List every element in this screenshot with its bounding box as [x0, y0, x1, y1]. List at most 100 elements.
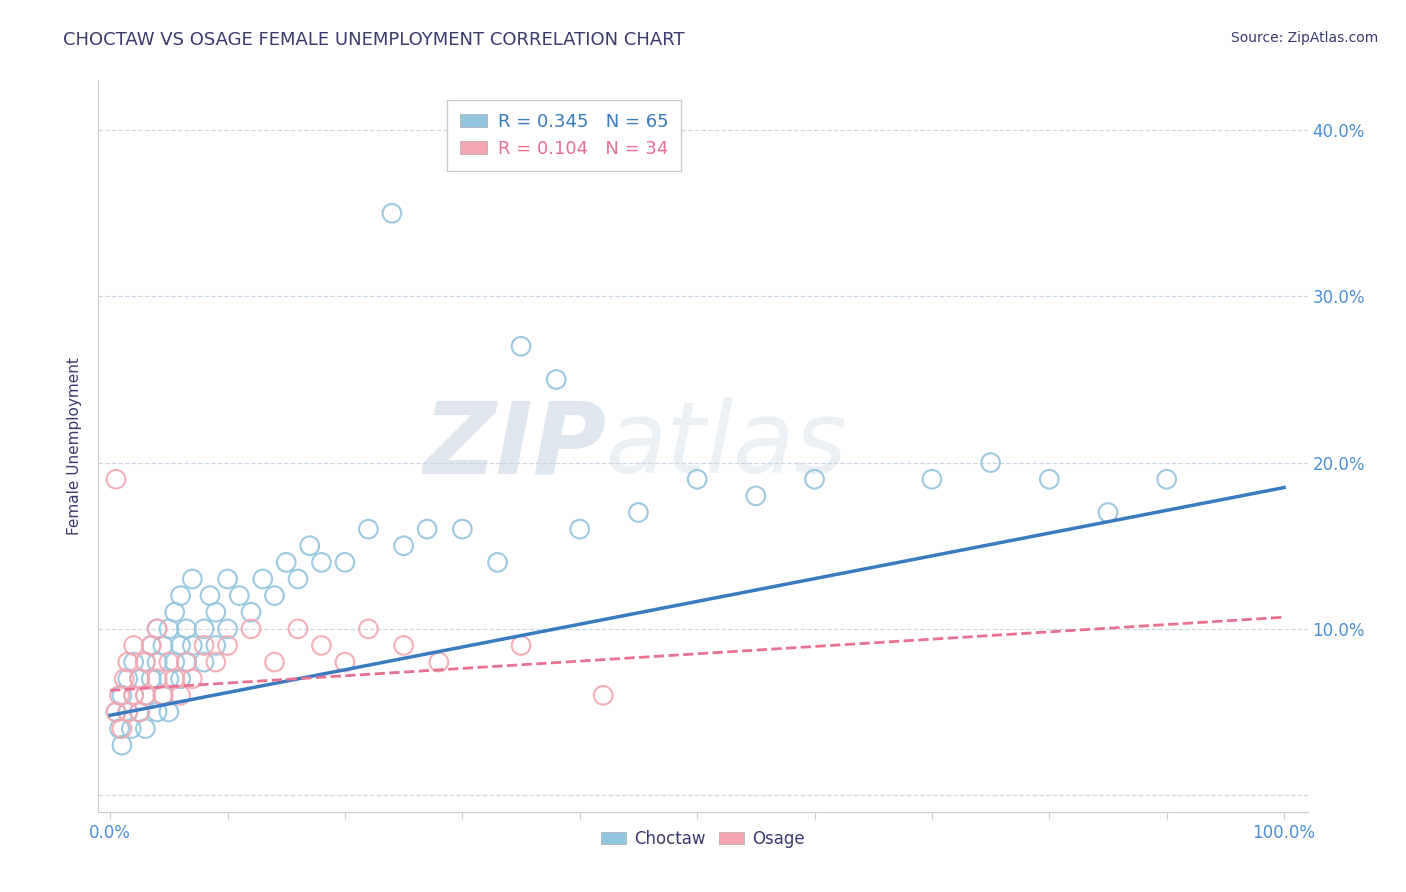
Point: [745, 489, 768, 503]
Point: [416, 522, 439, 536]
Point: [333, 555, 356, 569]
Point: [111, 722, 134, 736]
Point: [134, 722, 156, 736]
Point: [111, 738, 134, 752]
Point: [427, 655, 450, 669]
Point: [108, 689, 131, 703]
Point: [176, 655, 198, 669]
Point: [163, 605, 186, 619]
Point: [193, 622, 215, 636]
Point: [134, 689, 156, 703]
Point: [157, 705, 180, 719]
Point: [381, 206, 404, 220]
Point: [146, 705, 169, 719]
Point: [311, 639, 333, 653]
Point: [105, 472, 128, 486]
Point: [568, 522, 591, 536]
Point: [193, 655, 215, 669]
Point: [120, 722, 142, 736]
Point: [181, 639, 204, 653]
Point: [276, 555, 298, 569]
Point: [546, 372, 568, 386]
Text: Source: ZipAtlas.com: Source: ZipAtlas.com: [1230, 31, 1378, 45]
Point: [980, 456, 1002, 470]
Point: [263, 655, 285, 669]
Point: [122, 639, 145, 653]
Point: [298, 539, 321, 553]
Point: [592, 689, 614, 703]
Point: [333, 655, 356, 669]
Point: [146, 622, 169, 636]
Point: [287, 622, 309, 636]
Point: [451, 522, 474, 536]
Point: [181, 572, 204, 586]
Point: [357, 522, 380, 536]
Point: [486, 555, 509, 569]
Point: [117, 705, 139, 719]
Point: [204, 655, 226, 669]
Point: [134, 655, 156, 669]
Point: [105, 705, 128, 719]
Point: [193, 639, 215, 653]
Point: [122, 655, 145, 669]
Point: [204, 639, 226, 653]
Point: [176, 655, 198, 669]
Point: [169, 639, 191, 653]
Point: [152, 639, 174, 653]
Point: [122, 689, 145, 703]
Text: ZIP: ZIP: [423, 398, 606, 494]
Point: [146, 655, 169, 669]
Point: [146, 622, 169, 636]
Point: [392, 639, 415, 653]
Point: [169, 689, 191, 703]
Point: [152, 689, 174, 703]
Point: [169, 672, 191, 686]
Point: [141, 672, 163, 686]
Point: [108, 722, 131, 736]
Point: [169, 589, 191, 603]
Point: [117, 705, 139, 719]
Point: [128, 672, 150, 686]
Point: [117, 672, 139, 686]
Point: [252, 572, 274, 586]
Point: [146, 672, 169, 686]
Point: [686, 472, 709, 486]
Point: [287, 572, 309, 586]
Point: [141, 639, 163, 653]
Point: [157, 622, 180, 636]
Point: [392, 539, 415, 553]
Point: [163, 655, 186, 669]
Point: [141, 639, 163, 653]
Point: [157, 655, 180, 669]
Point: [217, 622, 239, 636]
Point: [240, 605, 263, 619]
Point: [134, 689, 156, 703]
Point: [181, 672, 204, 686]
Point: [198, 589, 221, 603]
Point: [163, 672, 186, 686]
Point: [157, 672, 180, 686]
Point: [105, 705, 128, 719]
Point: [263, 589, 285, 603]
Point: [122, 689, 145, 703]
Point: [1156, 472, 1178, 486]
Point: [510, 339, 533, 353]
Point: [217, 639, 239, 653]
Point: [921, 472, 943, 486]
Point: [228, 589, 250, 603]
Point: [111, 689, 134, 703]
Point: [803, 472, 825, 486]
Text: CHOCTAW VS OSAGE FEMALE UNEMPLOYMENT CORRELATION CHART: CHOCTAW VS OSAGE FEMALE UNEMPLOYMENT COR…: [63, 31, 685, 49]
Point: [1038, 472, 1060, 486]
Point: [134, 655, 156, 669]
Point: [627, 506, 650, 520]
Point: [357, 622, 380, 636]
Point: [128, 672, 150, 686]
Point: [117, 655, 139, 669]
Point: [240, 622, 263, 636]
Point: [112, 672, 135, 686]
Point: [128, 705, 150, 719]
Point: [217, 572, 239, 586]
Legend: Choctaw, Osage: Choctaw, Osage: [595, 823, 811, 855]
Point: [176, 622, 198, 636]
